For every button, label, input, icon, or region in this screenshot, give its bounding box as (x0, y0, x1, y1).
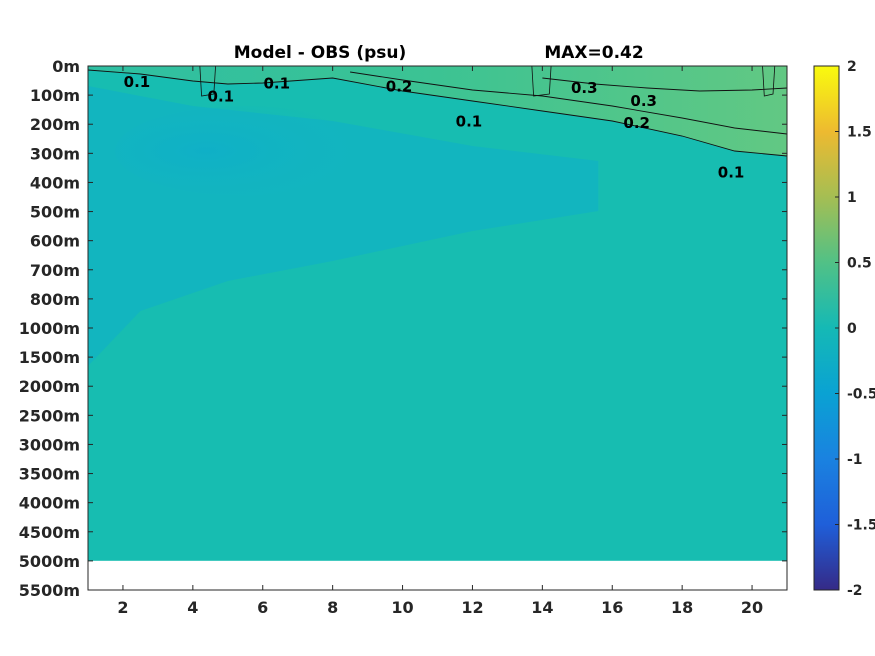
x-tick-label: 20 (741, 598, 763, 617)
y-tick-label: 1500m (19, 348, 80, 367)
contour-spike (762, 66, 776, 97)
y-tick-label: 800m (30, 290, 80, 309)
contour-spike (199, 66, 216, 97)
x-tick-label: 16 (601, 598, 623, 617)
contour-label: 0.1 (208, 88, 235, 106)
contour-label: 0.1 (124, 73, 151, 91)
y-tick-label: 2500m (19, 406, 80, 425)
contour-label: 0.3 (630, 92, 657, 110)
x-tick-label: 4 (187, 598, 198, 617)
x-tick-label: 14 (531, 598, 553, 617)
contour-spike (531, 66, 552, 97)
y-tick-label: 2000m (19, 377, 80, 396)
heatmap-cool-core (115, 106, 376, 196)
x-tick-label: 6 (257, 598, 268, 617)
contour-label: 0.1 (263, 74, 290, 92)
x-tick-label: 18 (671, 598, 693, 617)
y-tick-label: 400m (30, 173, 80, 192)
x-tick-label: 10 (391, 598, 413, 617)
y-tick-label: 3000m (19, 435, 80, 454)
y-tick-label: 300m (30, 144, 80, 163)
y-tick-label: 200m (30, 115, 80, 134)
y-tick-label: 5000m (19, 552, 80, 571)
heatmap-warm-surface-band (88, 66, 787, 156)
colorbar-tick-label: -0.5 (847, 387, 875, 403)
contour-label: 0.2 (623, 114, 650, 132)
colorbar (813, 65, 840, 591)
heatmap-area: 0.1 0.1 0.1 0.2 0.3 0.3 0.1 0.2 0.1 (88, 66, 787, 561)
y-tick-label: 0m (52, 57, 80, 76)
colorbar-tick-label: 2 (847, 59, 857, 75)
colorbar-tick-label: 1.5 (847, 125, 872, 141)
y-tick-label: 500m (30, 203, 80, 222)
y-tick-label: 700m (30, 261, 80, 280)
contour-line-0.1 (88, 69, 787, 157)
x-tick-label: 8 (327, 598, 338, 617)
y-tick-label: 100m (30, 86, 80, 105)
chart-title: Model - OBS (psu) (234, 43, 407, 63)
colorbar-tick-label: -2 (847, 583, 863, 599)
contour-label: 0.2 (386, 77, 413, 95)
contour-label: 0.1 (718, 163, 745, 181)
contour-label: 0.3 (571, 79, 598, 97)
contour-line-0.3 (542, 77, 787, 92)
y-tick-label: 4000m (19, 494, 80, 513)
colorbar-tick-label: 0 (847, 321, 857, 337)
x-tick-label: 2 (117, 598, 128, 617)
contour-label: 0.1 (456, 112, 483, 130)
y-tick-label: 1000m (19, 319, 80, 338)
no-data-region (88, 560, 787, 590)
colorbar-tick-label: 1 (847, 190, 857, 206)
x-tick-label: 12 (461, 598, 483, 617)
contour-line-0.2 (350, 71, 787, 135)
colorbar-tick-label: 0.5 (847, 256, 872, 272)
colorbar-tick-label: -1.5 (847, 518, 875, 534)
y-tick-label: 3500m (19, 465, 80, 484)
chart-subtitle-max: MAX=0.42 (544, 43, 643, 63)
y-tick-label: 600m (30, 232, 80, 251)
y-tick-label: 4500m (19, 523, 80, 542)
y-tick-label: 5500m (19, 581, 80, 600)
colorbar-tick-label: -1 (847, 452, 863, 468)
